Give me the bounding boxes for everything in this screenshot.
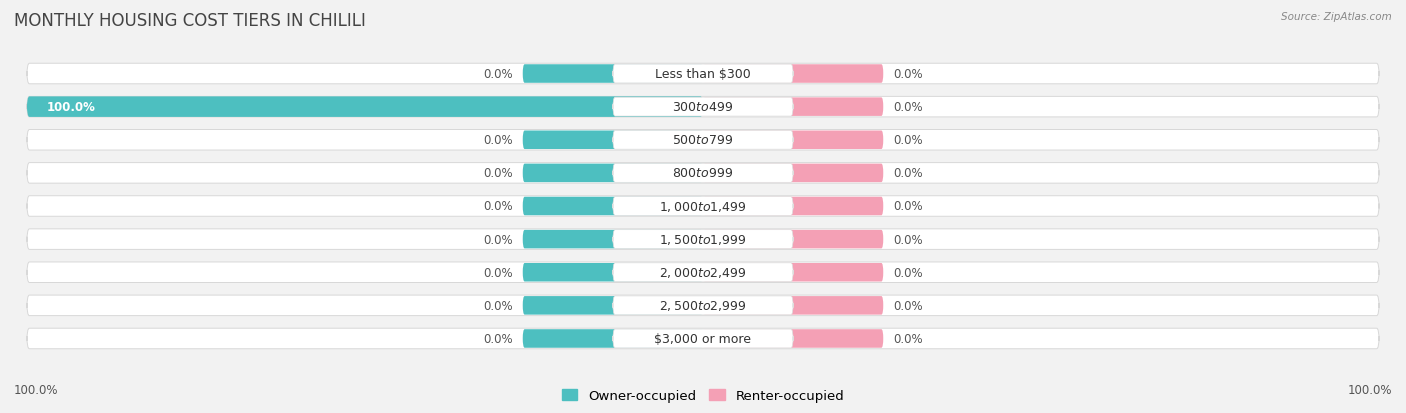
FancyBboxPatch shape bbox=[613, 131, 793, 150]
FancyBboxPatch shape bbox=[613, 164, 793, 183]
Text: 100.0%: 100.0% bbox=[1347, 384, 1392, 396]
Text: Less than $300: Less than $300 bbox=[655, 68, 751, 81]
Text: $2,000 to $2,499: $2,000 to $2,499 bbox=[659, 266, 747, 280]
FancyBboxPatch shape bbox=[703, 230, 883, 249]
FancyBboxPatch shape bbox=[703, 65, 883, 83]
Text: 0.0%: 0.0% bbox=[893, 68, 922, 81]
Text: $500 to $799: $500 to $799 bbox=[672, 134, 734, 147]
FancyBboxPatch shape bbox=[523, 131, 703, 150]
FancyBboxPatch shape bbox=[703, 98, 883, 116]
FancyBboxPatch shape bbox=[523, 164, 703, 183]
FancyBboxPatch shape bbox=[27, 163, 1379, 184]
Text: $800 to $999: $800 to $999 bbox=[672, 167, 734, 180]
FancyBboxPatch shape bbox=[703, 197, 883, 216]
FancyBboxPatch shape bbox=[703, 131, 883, 150]
FancyBboxPatch shape bbox=[703, 297, 883, 315]
Text: 0.0%: 0.0% bbox=[893, 200, 922, 213]
FancyBboxPatch shape bbox=[613, 263, 793, 282]
Text: $1,500 to $1,999: $1,500 to $1,999 bbox=[659, 233, 747, 247]
Legend: Owner-occupied, Renter-occupied: Owner-occupied, Renter-occupied bbox=[557, 384, 849, 407]
FancyBboxPatch shape bbox=[27, 64, 1379, 85]
Text: 0.0%: 0.0% bbox=[484, 68, 513, 81]
FancyBboxPatch shape bbox=[523, 330, 703, 348]
Text: 0.0%: 0.0% bbox=[484, 134, 513, 147]
Text: $1,000 to $1,499: $1,000 to $1,499 bbox=[659, 199, 747, 214]
FancyBboxPatch shape bbox=[613, 65, 793, 84]
Text: $2,500 to $2,999: $2,500 to $2,999 bbox=[659, 299, 747, 313]
Text: 0.0%: 0.0% bbox=[484, 299, 513, 312]
FancyBboxPatch shape bbox=[523, 197, 703, 216]
Text: 0.0%: 0.0% bbox=[484, 266, 513, 279]
Text: 100.0%: 100.0% bbox=[46, 101, 96, 114]
FancyBboxPatch shape bbox=[613, 98, 793, 117]
FancyBboxPatch shape bbox=[27, 196, 1379, 217]
FancyBboxPatch shape bbox=[27, 97, 1379, 118]
Text: 100.0%: 100.0% bbox=[14, 384, 59, 396]
Text: 0.0%: 0.0% bbox=[484, 233, 513, 246]
FancyBboxPatch shape bbox=[27, 295, 1379, 316]
Text: 0.0%: 0.0% bbox=[893, 134, 922, 147]
Text: 0.0%: 0.0% bbox=[893, 233, 922, 246]
FancyBboxPatch shape bbox=[613, 296, 793, 315]
FancyBboxPatch shape bbox=[27, 130, 1379, 151]
FancyBboxPatch shape bbox=[703, 164, 883, 183]
FancyBboxPatch shape bbox=[27, 97, 703, 118]
FancyBboxPatch shape bbox=[523, 297, 703, 315]
Text: 0.0%: 0.0% bbox=[893, 332, 922, 345]
Text: 0.0%: 0.0% bbox=[484, 332, 513, 345]
Text: $300 to $499: $300 to $499 bbox=[672, 101, 734, 114]
Text: MONTHLY HOUSING COST TIERS IN CHILILI: MONTHLY HOUSING COST TIERS IN CHILILI bbox=[14, 12, 366, 30]
Text: Source: ZipAtlas.com: Source: ZipAtlas.com bbox=[1281, 12, 1392, 22]
FancyBboxPatch shape bbox=[523, 263, 703, 282]
Text: 0.0%: 0.0% bbox=[484, 167, 513, 180]
Text: $3,000 or more: $3,000 or more bbox=[655, 332, 751, 345]
FancyBboxPatch shape bbox=[523, 65, 703, 83]
Text: 0.0%: 0.0% bbox=[893, 101, 922, 114]
Text: 0.0%: 0.0% bbox=[893, 167, 922, 180]
FancyBboxPatch shape bbox=[27, 262, 1379, 283]
Text: 0.0%: 0.0% bbox=[893, 266, 922, 279]
FancyBboxPatch shape bbox=[613, 230, 793, 249]
FancyBboxPatch shape bbox=[613, 197, 793, 216]
Text: 0.0%: 0.0% bbox=[893, 299, 922, 312]
FancyBboxPatch shape bbox=[703, 263, 883, 282]
FancyBboxPatch shape bbox=[703, 330, 883, 348]
FancyBboxPatch shape bbox=[613, 329, 793, 348]
FancyBboxPatch shape bbox=[27, 328, 1379, 349]
FancyBboxPatch shape bbox=[523, 230, 703, 249]
FancyBboxPatch shape bbox=[27, 229, 1379, 250]
Text: 0.0%: 0.0% bbox=[484, 200, 513, 213]
